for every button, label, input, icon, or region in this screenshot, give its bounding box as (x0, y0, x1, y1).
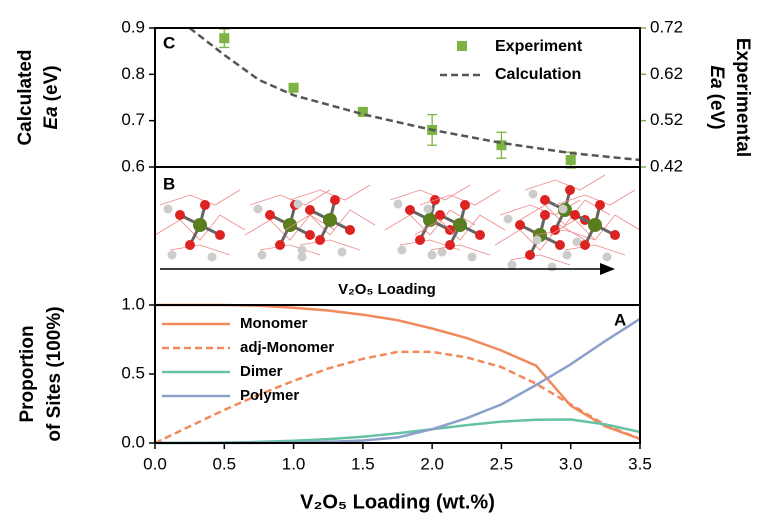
x-tick-label: 0.5 (212, 454, 236, 473)
arrow-head (600, 263, 615, 275)
y2-tick-label: 0.42 (650, 156, 683, 175)
legend-label: adj-Monomer (240, 339, 334, 356)
arrow-caption: V₂O₅ Loading (338, 281, 436, 298)
y2-tick-label: 0.72 (650, 17, 683, 36)
x-tick-label: 2.5 (490, 454, 514, 473)
y-tick-label: 0.0 (121, 432, 145, 451)
experiment-point (289, 83, 299, 93)
panel-label: B (163, 174, 175, 193)
axis-label-unit: (eV) (706, 94, 727, 130)
series-line (155, 420, 640, 444)
x-tick-label: 1.5 (351, 454, 375, 473)
y-axis-label: ExperimentalEa (eV) (706, 38, 753, 157)
panel-label: A (614, 310, 626, 329)
axis-label-italic: Ea (706, 65, 727, 89)
y-axis-label: Proportion (17, 325, 38, 422)
legend-swatch (457, 41, 467, 51)
experiment-point (566, 155, 576, 165)
y2-tick-label: 0.62 (650, 64, 683, 83)
x-tick-label: 0.0 (143, 454, 167, 473)
axis-label-unit: (eV) (41, 65, 62, 101)
x-tick-label: 3.0 (559, 454, 583, 473)
axis-label-line: Calculated (15, 49, 36, 145)
x-tick-label: 2.0 (420, 454, 444, 473)
x-tick-label: 3.5 (628, 454, 652, 473)
y-tick-label: 0.8 (121, 64, 145, 83)
x-tick-label: 1.0 (282, 454, 306, 473)
legend-label: Monomer (240, 315, 308, 332)
y-tick-label: 0.6 (121, 156, 145, 175)
axis-label-line: Experimental (732, 38, 753, 157)
legend-label: Dimer (240, 363, 283, 380)
legend-label: Calculation (495, 66, 581, 83)
y-tick-label: 0.9 (121, 17, 145, 36)
y-axis-label: of Sites (100%) (44, 306, 65, 441)
series-line (155, 319, 640, 443)
panel-label: C (163, 33, 175, 52)
axis-label-italic: Ea (41, 106, 62, 130)
plot-frame (155, 305, 640, 443)
molecule-images (155, 175, 640, 272)
y2-tick-label: 0.52 (650, 110, 683, 129)
legend-label: Polymer (240, 387, 299, 404)
y-tick-label: 1.0 (121, 294, 145, 313)
legend-label: Experiment (495, 38, 583, 55)
x-axis-label: V₂O₅ Loading (wt.%) (300, 491, 495, 513)
y-tick-label: 0.5 (121, 363, 145, 382)
figure: 0.60.70.80.90.420.520.620.72CalculatedEa… (0, 0, 768, 523)
y-tick-label: 0.7 (121, 110, 145, 129)
experiment-point (219, 33, 229, 43)
